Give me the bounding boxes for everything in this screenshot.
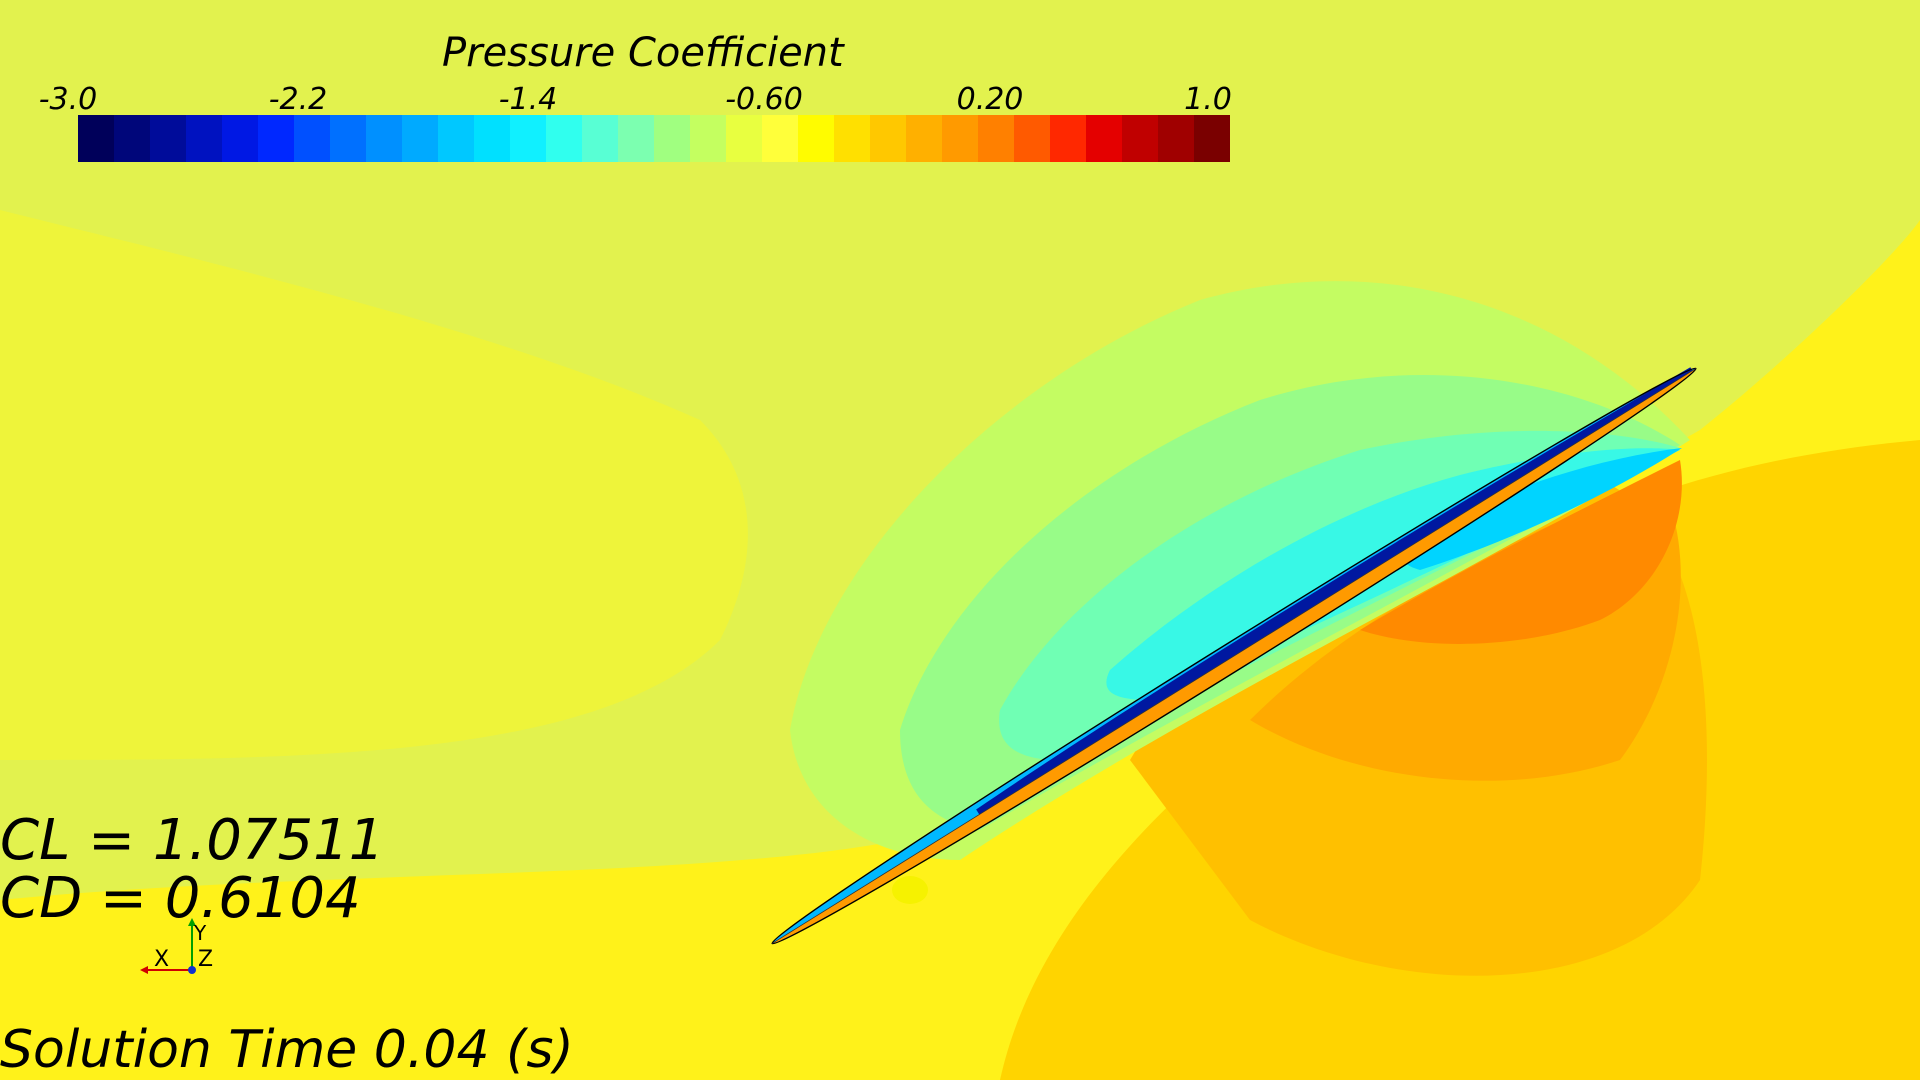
colorbar-tick: -1.4 [498, 82, 558, 117]
colorbar-segment [1194, 115, 1230, 162]
contour-region-high-pressure [1360, 460, 1682, 644]
contour-region-left [0, 210, 748, 760]
colorbar-tick: -2.2 [268, 82, 328, 117]
y-axis-label: Y [193, 921, 207, 945]
colorbar-segment [366, 115, 402, 162]
colorbar-segment [1086, 115, 1122, 162]
colorbar-segment [114, 115, 150, 162]
colorbar-tick: -3.0 [38, 82, 98, 117]
colorbar-segment [1014, 115, 1050, 162]
colorbar-segment [906, 115, 942, 162]
colorbar-segment [78, 115, 114, 162]
x-axis-arrowhead-icon [140, 966, 148, 974]
axes-triad: X Y Z [140, 918, 213, 974]
colorbar-segment [726, 115, 762, 162]
colorbar-segment [1158, 115, 1194, 162]
colorbar-segment [330, 115, 366, 162]
colorbar-segment [798, 115, 834, 162]
colorbar-title: Pressure Coefficient [442, 30, 844, 76]
colorbar-segment [510, 115, 546, 162]
colorbar-segment [186, 115, 222, 162]
colorbar-segment [762, 115, 798, 162]
colorbar-tick: 1.0 [1184, 82, 1232, 117]
colorbar-segment [834, 115, 870, 162]
colorbar-segment [870, 115, 906, 162]
contour-eddy [892, 876, 928, 904]
y-axis-arrowhead-icon [188, 918, 196, 926]
drag-coefficient-readout: CD = 0.6104 [0, 866, 361, 931]
solution-time-label: Solution Time 0.04 (s) [0, 1020, 574, 1080]
colorbar-segment [690, 115, 726, 162]
colorbar-segment [546, 115, 582, 162]
colorbar-segment [222, 115, 258, 162]
colorbar-segment [654, 115, 690, 162]
colorbar-segment [258, 115, 294, 162]
x-axis-label: X [154, 947, 169, 972]
colorbar-tick: -0.60 [725, 82, 803, 117]
colorbar[interactable] [78, 115, 1230, 162]
z-axis-label: Z [198, 947, 213, 972]
colorbar-segment [474, 115, 510, 162]
colorbar-segment [978, 115, 1014, 162]
colorbar-segment [294, 115, 330, 162]
z-axis-dot-icon [188, 966, 196, 974]
colorbar-segment [1050, 115, 1086, 162]
colorbar-segment [582, 115, 618, 162]
colorbar-segment [402, 115, 438, 162]
flat-plate-airfoil [771, 367, 1697, 945]
colorbar-segment [150, 115, 186, 162]
colorbar-segment [1122, 115, 1158, 162]
contour-suction-peak [1398, 448, 1682, 570]
colorbar-segment [942, 115, 978, 162]
colorbar-segment [618, 115, 654, 162]
colorbar-segment [438, 115, 474, 162]
colorbar-tick: 0.20 [956, 82, 1024, 117]
lift-coefficient-readout: CL = 1.07511 [0, 808, 385, 873]
